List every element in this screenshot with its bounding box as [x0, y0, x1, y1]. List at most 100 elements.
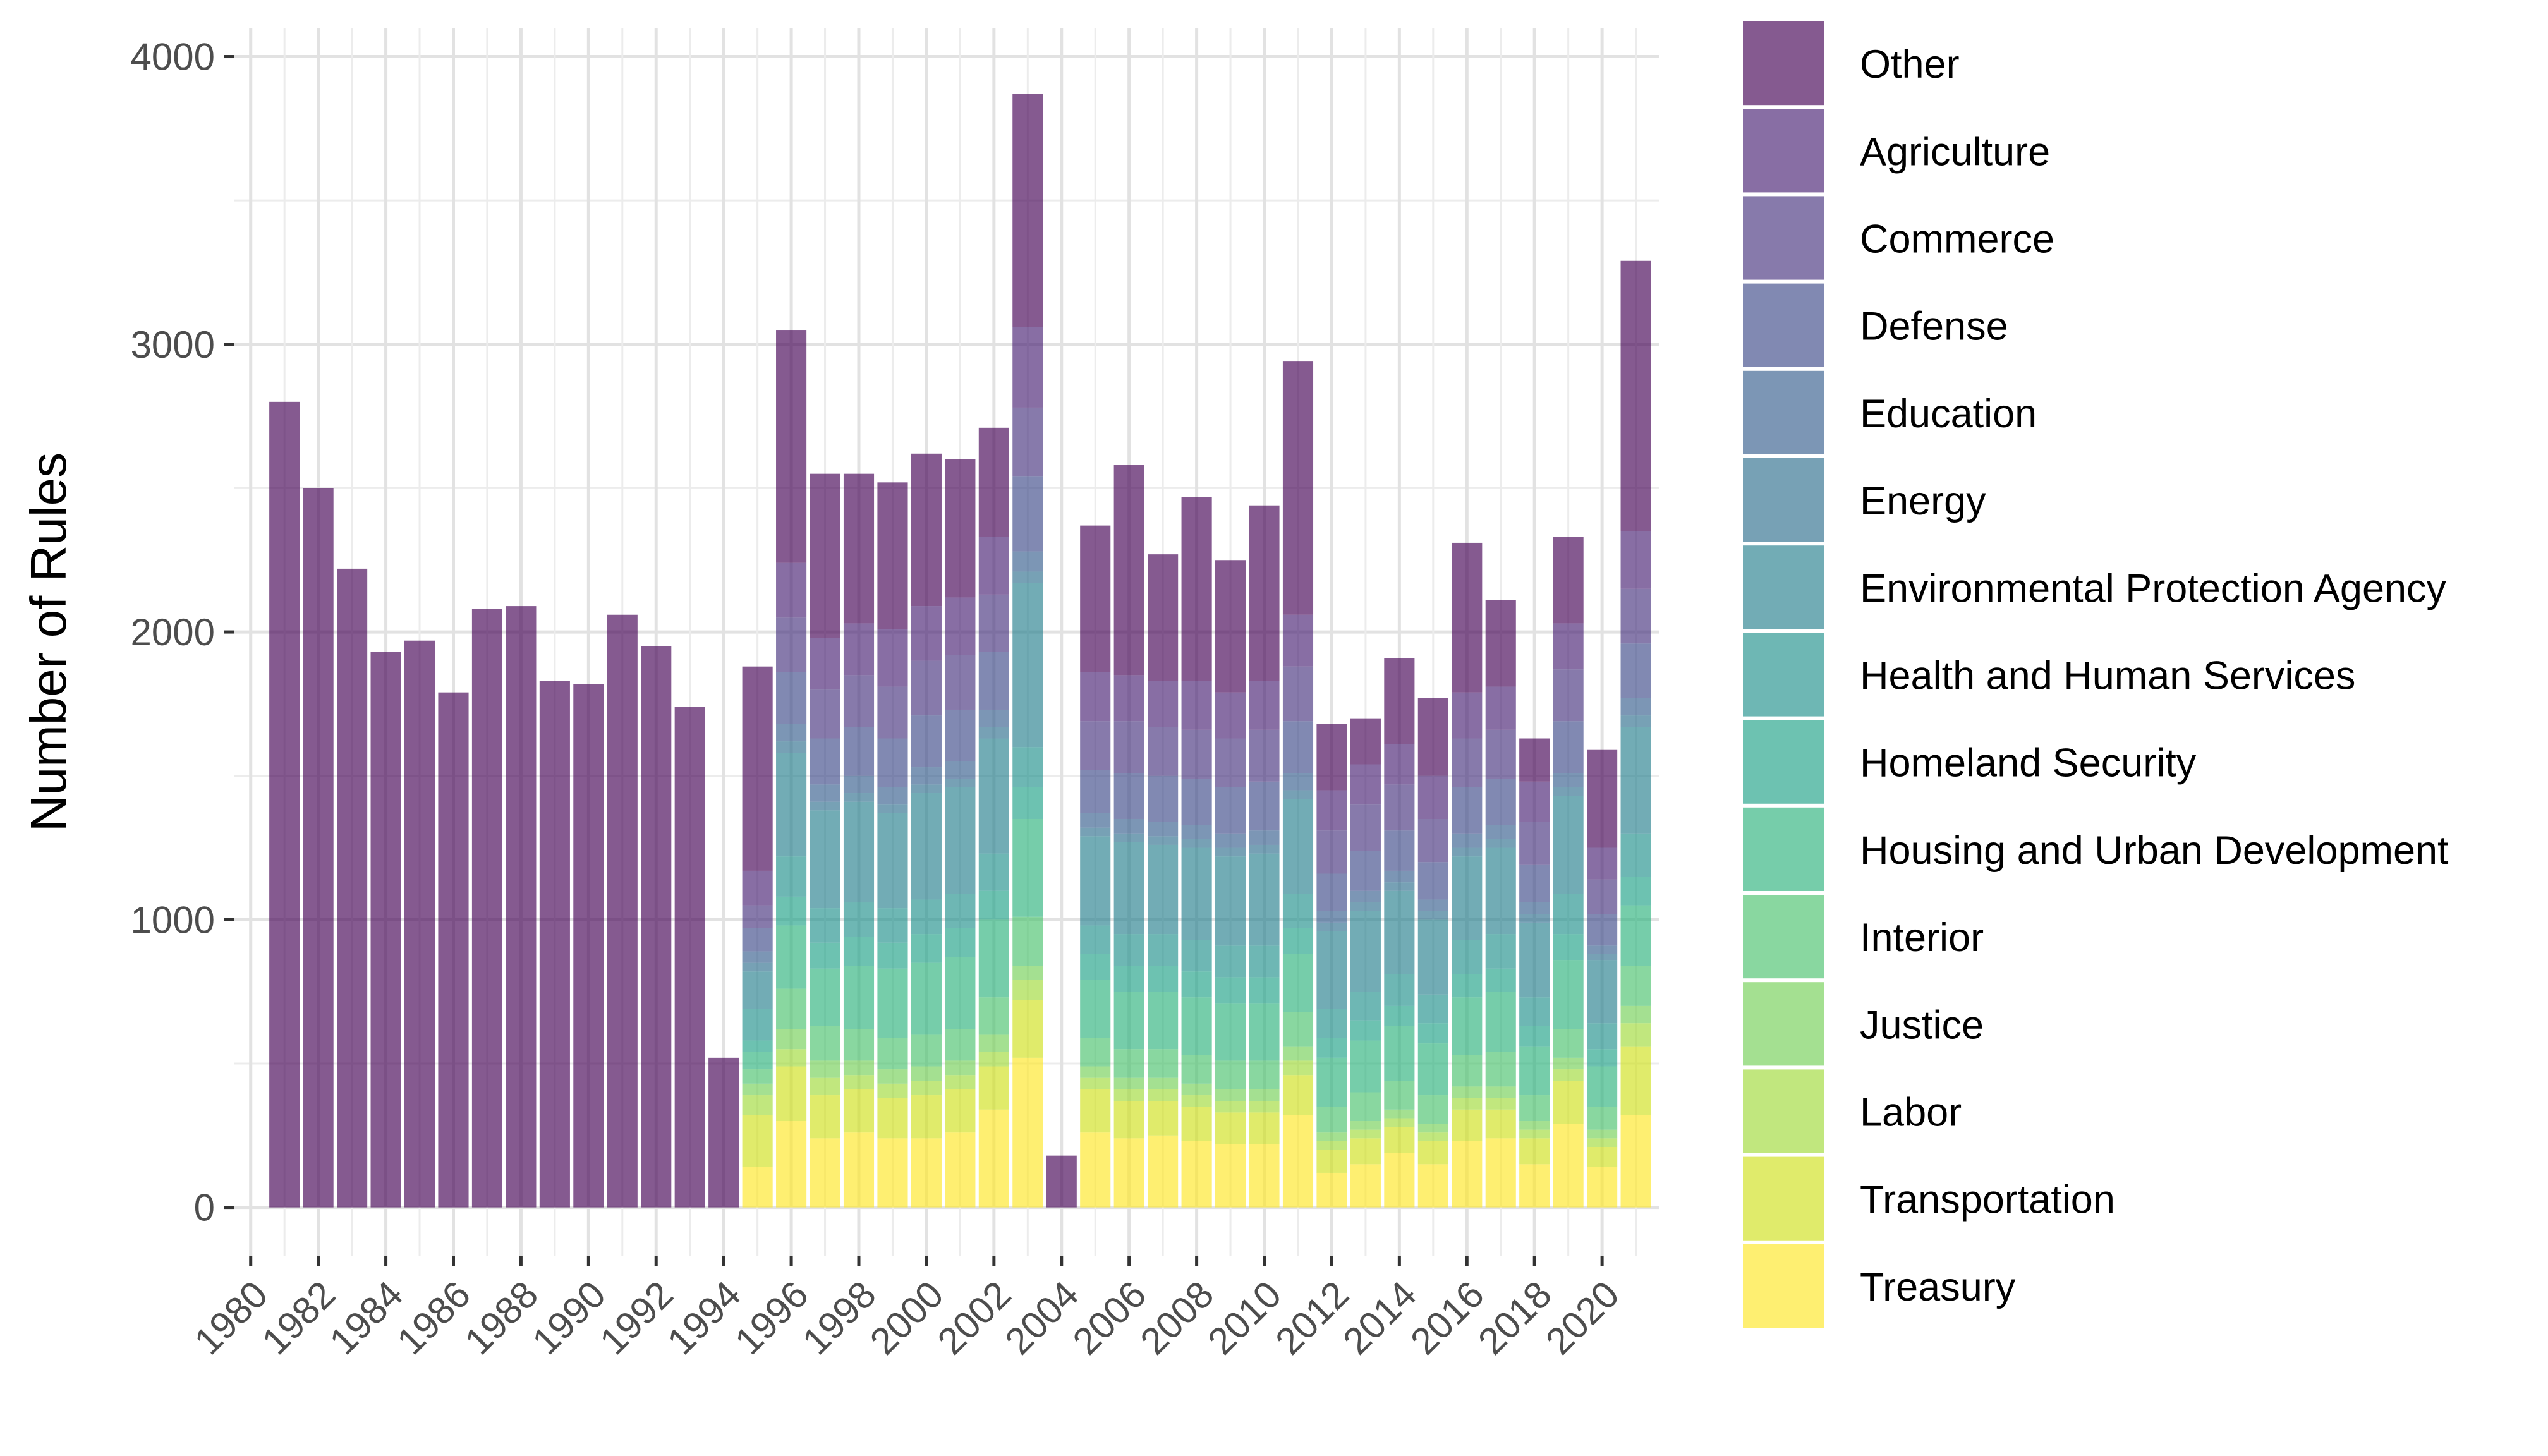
bar-segment	[945, 779, 976, 787]
bar-segment	[1181, 847, 1212, 940]
bar-segment	[1350, 992, 1381, 1021]
bar-segment	[945, 1075, 976, 1089]
x-tick-label: 2014	[1335, 1273, 1424, 1362]
legend-key	[1743, 807, 1824, 891]
bar-segment	[573, 684, 604, 1208]
bar-segment	[877, 482, 908, 629]
bar-segment	[1587, 1129, 1618, 1139]
bar-segment	[1417, 775, 1448, 819]
bar-segment	[1012, 980, 1043, 1000]
bar-segment	[370, 652, 401, 1208]
bar-segment	[843, 801, 875, 903]
bar-segment	[1452, 1098, 1483, 1110]
bar-segment	[776, 988, 807, 1029]
bar-segment	[742, 1052, 773, 1070]
bar-segment	[1452, 847, 1483, 857]
bar-segment	[1181, 1095, 1212, 1107]
bar-segment	[843, 473, 875, 624]
bar-segment	[1012, 966, 1043, 980]
bar-segment	[1282, 928, 1314, 954]
x-tick-label: 1990	[524, 1273, 614, 1362]
bar-segment	[1350, 718, 1381, 765]
bar-segment	[1113, 1101, 1144, 1139]
bar-segment	[1452, 856, 1483, 940]
bar-segment	[742, 1069, 773, 1084]
bar-segment	[1012, 476, 1043, 552]
bar-segment	[810, 638, 840, 690]
bar-segment	[1113, 675, 1144, 722]
bar-segment	[1485, 825, 1516, 839]
bar-segment	[877, 1037, 908, 1070]
bar-segment	[1417, 911, 1448, 920]
bar-segment	[1417, 1043, 1448, 1096]
y-tick-label: 0	[194, 1187, 215, 1229]
bar-segment	[1519, 1095, 1550, 1122]
bar-segment	[1620, 698, 1651, 716]
bar-segment	[978, 738, 1009, 854]
bar-segment	[1282, 666, 1314, 722]
x-tick-label: 2006	[1065, 1273, 1155, 1362]
bar-segment	[843, 937, 875, 966]
bar-segment	[1519, 822, 1550, 865]
bar-segment	[1350, 902, 1381, 911]
x-axis: 1980198219841986198819901992199419961998…	[186, 1256, 1627, 1362]
bar-segment	[911, 793, 942, 900]
bar-segment	[843, 675, 875, 727]
bar-segment	[1452, 997, 1483, 1055]
bar-segment	[1485, 600, 1516, 687]
bar-segment	[1215, 1101, 1246, 1113]
bar-segment	[1282, 1115, 1314, 1208]
legend: Other Agriculture Commerce Defense Education…	[1743, 21, 2449, 1328]
bar-segment	[776, 1121, 807, 1208]
bar-segment	[1485, 779, 1516, 825]
bar-segment	[1148, 822, 1179, 837]
bar-segment	[911, 715, 942, 768]
bar-segment	[1384, 870, 1415, 883]
bar-segment	[1485, 1052, 1516, 1087]
bar-segment	[1012, 583, 1043, 748]
legend-label: Health and Human Services	[1860, 654, 2355, 698]
bar-segment	[1080, 1132, 1111, 1208]
bar-segment	[742, 905, 773, 928]
bar-segment	[1519, 738, 1550, 782]
bar-segment	[1282, 894, 1314, 928]
bar-segment	[911, 1081, 942, 1096]
bar-segment	[1080, 1089, 1111, 1133]
bar-segment	[911, 1066, 942, 1081]
bar-segment	[1350, 1092, 1381, 1122]
bar-segment	[1316, 931, 1347, 1009]
x-tick-label: 1994	[659, 1273, 749, 1362]
bar-segment	[911, 1138, 942, 1208]
bar-segment	[1282, 614, 1314, 667]
bar-segment	[1519, 997, 1550, 1026]
bar-segment	[1452, 692, 1483, 739]
bar-segment	[1417, 1023, 1448, 1044]
bar-segment	[742, 870, 773, 906]
bar-segment	[1148, 1101, 1179, 1136]
bar-segment	[776, 1066, 807, 1122]
bar-segment	[1249, 977, 1280, 1004]
bar-segment	[1553, 1069, 1584, 1081]
legend-label: Education	[1860, 392, 2037, 436]
bar-segment	[1148, 934, 1179, 966]
bar-segment	[1350, 1164, 1381, 1208]
bar-segment	[843, 1075, 875, 1089]
bar-segment	[1113, 773, 1144, 819]
bar-segment	[1417, 899, 1448, 911]
x-tick-label: 2016	[1402, 1273, 1492, 1362]
bar-segment	[1553, 721, 1584, 774]
bar-segment	[1384, 890, 1415, 974]
bar-segment	[877, 787, 908, 805]
bar-segment	[1485, 729, 1516, 779]
bar-segment	[742, 928, 773, 952]
bar-segment	[742, 1095, 773, 1115]
bar-segment	[1148, 1049, 1179, 1078]
bar-segment	[1215, 1060, 1246, 1089]
bar-segment	[1012, 94, 1043, 327]
bar-segment	[945, 597, 976, 655]
x-tick-label: 2020	[1538, 1273, 1627, 1362]
bar-segment	[911, 784, 942, 794]
bar-segment	[1113, 1077, 1144, 1089]
bar-segment	[1417, 1124, 1448, 1133]
bar-segment	[607, 614, 638, 1208]
